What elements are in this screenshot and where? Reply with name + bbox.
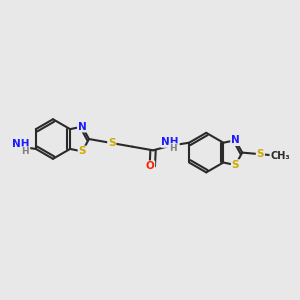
Text: S: S xyxy=(232,160,239,170)
Text: NH: NH xyxy=(161,137,179,147)
Text: S: S xyxy=(108,138,116,148)
Text: O: O xyxy=(146,161,154,171)
Text: N: N xyxy=(231,135,240,145)
Text: CH₃: CH₃ xyxy=(270,151,290,160)
Text: H: H xyxy=(169,144,177,153)
Text: N: N xyxy=(78,122,87,132)
Text: S: S xyxy=(256,149,264,159)
Text: NH: NH xyxy=(12,139,29,149)
Text: S: S xyxy=(79,146,86,156)
Text: H: H xyxy=(21,147,28,156)
